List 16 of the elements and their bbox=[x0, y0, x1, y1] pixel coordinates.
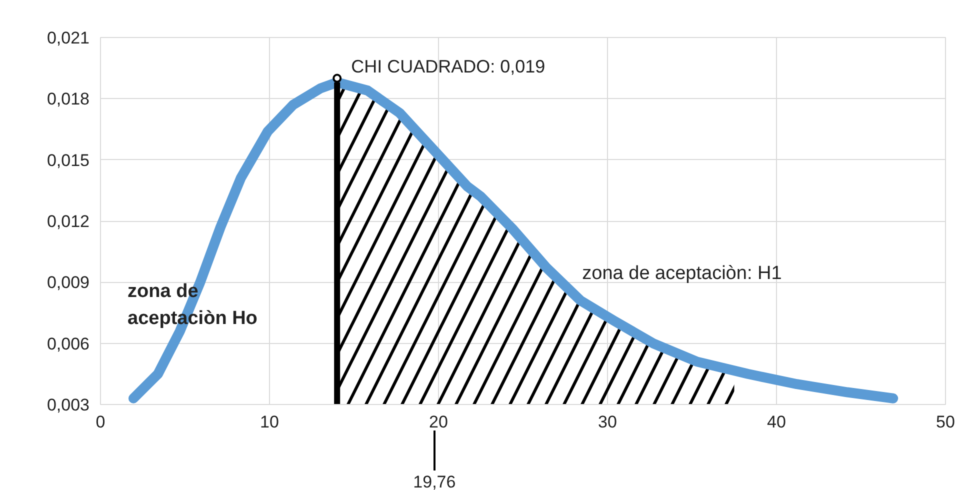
x-tick-label: 30 bbox=[598, 412, 617, 432]
y-tick-label: 0,003 bbox=[46, 396, 90, 414]
annotation: 19,76 bbox=[413, 472, 456, 490]
y-tick-label: 0,018 bbox=[46, 90, 90, 109]
x-tick-label: 50 bbox=[936, 412, 955, 432]
x-tick-label: 40 bbox=[767, 412, 786, 432]
y-tick-label: 0,015 bbox=[46, 150, 90, 170]
annotation: CHI CUADRADO: 0,019 bbox=[351, 56, 546, 76]
x-tick-label: 10 bbox=[260, 412, 279, 432]
x-tick-label: 20 bbox=[429, 412, 448, 432]
annotation: zona de aceptaciòn: H1 bbox=[582, 263, 782, 284]
y-tick-label: 0,009 bbox=[46, 273, 90, 292]
x-tick-label: 0 bbox=[96, 412, 106, 432]
y-tick-label: 0,006 bbox=[46, 334, 90, 354]
y-tick-label: 0,012 bbox=[46, 212, 90, 231]
y-tick-label: 0,021 bbox=[46, 28, 90, 48]
